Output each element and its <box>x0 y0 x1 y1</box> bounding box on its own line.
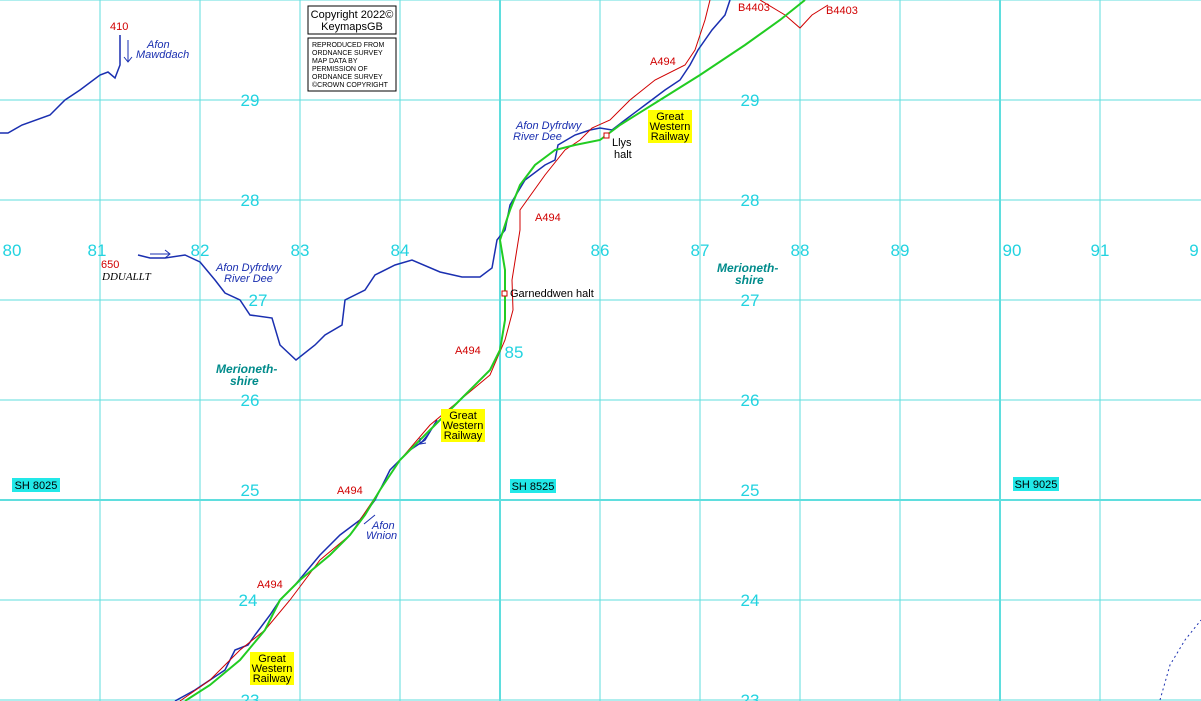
county: shire <box>230 374 259 388</box>
river-label: Mawddach <box>136 49 189 61</box>
place: Garneddwen halt <box>510 288 594 300</box>
copyright-frame <box>307 5 397 35</box>
river-label: River Dee <box>224 273 273 285</box>
northing: 23 <box>241 691 260 701</box>
railway-label: Great <box>449 410 477 422</box>
railway-label: Railway <box>444 430 483 442</box>
northing: 26 <box>241 391 260 410</box>
height: 410 <box>110 21 128 33</box>
northing: 27 <box>249 291 268 310</box>
road-label: B4403 <box>826 5 858 17</box>
square-bg <box>510 479 556 493</box>
northing: 24 <box>239 591 258 610</box>
county: Merioneth- <box>717 261 778 275</box>
label-bg <box>250 652 294 685</box>
river-label: Afon Dyfrdwy <box>515 120 583 132</box>
easting: 87 <box>691 241 710 260</box>
railway-label: Western <box>650 121 691 133</box>
railway-label: Western <box>443 420 484 432</box>
easting: 86 <box>591 241 610 260</box>
railway-label: Great <box>258 653 286 665</box>
notice: ORDNANCE SURVEY <box>312 50 383 57</box>
label-bg <box>441 409 485 442</box>
northing: 25 <box>241 481 260 500</box>
notice: ©CROWN COPYRIGHT <box>312 81 389 89</box>
easting: 88 <box>791 241 810 260</box>
railway <box>184 0 806 701</box>
river <box>0 35 121 134</box>
county: shire <box>735 273 764 287</box>
railway-label: Railway <box>253 673 292 685</box>
notice: REPRODUCED FROM <box>312 42 385 49</box>
notice: MAP DATA BY <box>312 58 358 65</box>
label-bg <box>648 110 692 143</box>
river <box>137 0 731 361</box>
northing: 28 <box>741 191 760 210</box>
place: DDUALLT <box>101 271 152 283</box>
northing: 28 <box>241 191 260 210</box>
northing: 27 <box>741 291 760 310</box>
northing: 24 <box>741 591 760 610</box>
easting: 9 <box>1189 241 1198 260</box>
road-label: A494 <box>257 579 283 591</box>
labels: 410 650 DDUALLT Garneddwen halt Llys hal… <box>101 2 858 685</box>
road-label: A494 <box>337 485 363 497</box>
square-bg <box>12 478 60 492</box>
road-label: A494 <box>650 56 676 68</box>
dismantled-railway <box>1159 619 1201 701</box>
station <box>501 290 508 297</box>
notice-frame <box>307 37 397 92</box>
station <box>603 132 610 139</box>
easting: 82 <box>191 241 210 260</box>
river-label: Wnion <box>366 530 397 542</box>
northing: 29 <box>241 91 260 110</box>
road-label: B4403 <box>738 2 770 14</box>
easting: 91 <box>1091 241 1110 260</box>
road-label: A494 <box>535 212 561 224</box>
river-label: River Dee <box>513 131 562 143</box>
railway-label: Western <box>252 663 293 675</box>
flow-arrows <box>123 40 431 525</box>
road <box>759 0 829 29</box>
square-label: SH 8525 <box>512 481 555 493</box>
northing: 25 <box>741 481 760 500</box>
easting: 90 <box>1003 241 1022 260</box>
easting: 83 <box>291 241 310 260</box>
easting: 80 <box>3 241 22 260</box>
railway-label: Railway <box>651 131 690 143</box>
copyright-box: Copyright 2022© KeymapsGB REPRODUCED FRO… <box>307 5 397 92</box>
railway-label: Great <box>656 111 684 123</box>
road-label: A494 <box>455 345 481 357</box>
northing: 26 <box>741 391 760 410</box>
river-label: Afon <box>371 520 395 532</box>
place: halt <box>614 149 632 161</box>
square-label: SH 8025 <box>15 480 58 492</box>
easting: 89 <box>891 241 910 260</box>
square-bg <box>1013 477 1059 491</box>
county: Merioneth- <box>216 362 277 376</box>
river-label: Afon <box>146 39 170 51</box>
river-label: Afon Dyfrdwy <box>215 262 283 274</box>
square-label: SH 9025 <box>1015 479 1058 491</box>
road <box>179 0 711 701</box>
northing: 23 <box>741 691 760 701</box>
easting: 84 <box>391 241 410 260</box>
notice: PERMISSION OF <box>312 66 368 73</box>
easting: 85 <box>505 343 524 362</box>
place: Llys <box>612 137 632 149</box>
notice: ORDNANCE SURVEY <box>312 74 383 81</box>
northing: 29 <box>741 91 760 110</box>
copyright: KeymapsGB <box>321 21 383 33</box>
height: 650 <box>101 259 119 271</box>
easting: 81 <box>88 241 107 260</box>
copyright: Copyright 2022© <box>311 9 394 21</box>
grid-labels: 80 81 82 83 84 85 86 87 88 89 90 91 9 29… <box>3 91 1199 701</box>
